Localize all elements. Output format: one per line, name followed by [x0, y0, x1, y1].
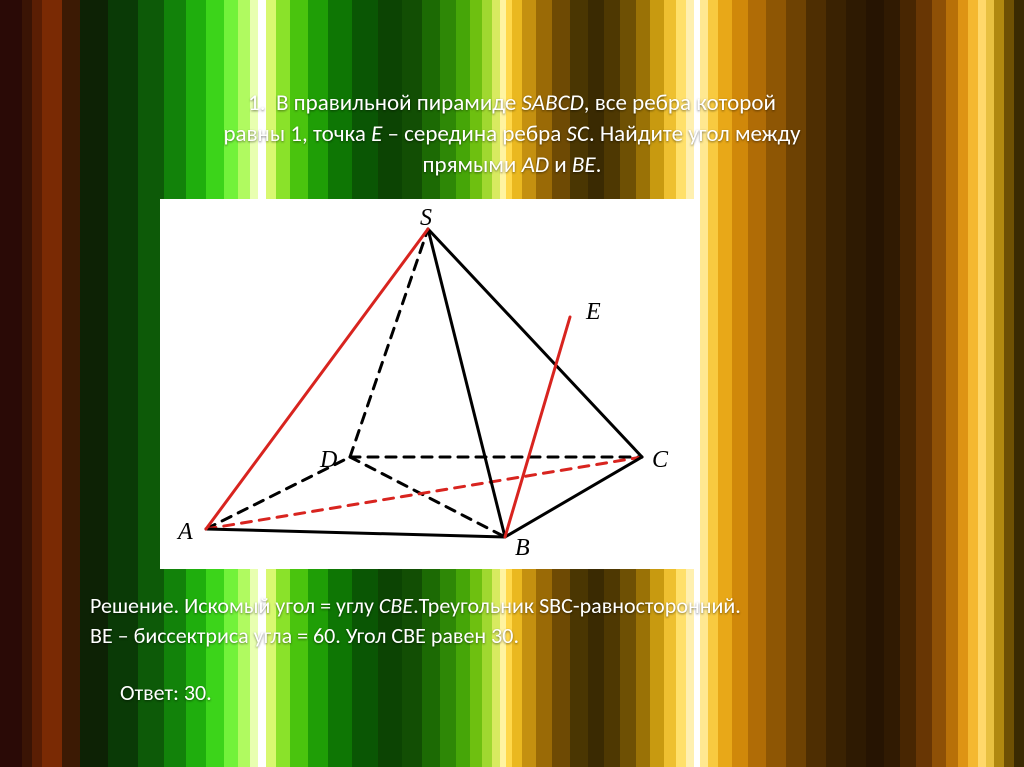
- problem-statement: 1. В правильной пирамиде SABCD, все ребр…: [0, 0, 1024, 181]
- solution-text: Решение. Искомый угол = углу CBE.Треугол…: [0, 569, 1024, 650]
- slide-content: 1. В правильной пирамиде SABCD, все ребр…: [0, 0, 1024, 767]
- diagram-container: A B D C S E: [0, 199, 1024, 569]
- problem-number: 1.: [248, 89, 265, 117]
- vertex-label-S: S: [420, 205, 432, 232]
- answer-text: Ответ: 30.: [0, 651, 1024, 706]
- vertex-label-A: A: [178, 519, 193, 546]
- pyramid-diagram: A B D C S E: [160, 199, 700, 569]
- vertex-label-B: B: [515, 535, 530, 562]
- vertex-label-C: C: [652, 447, 668, 474]
- vertex-label-E: E: [586, 299, 601, 326]
- vertex-label-D: D: [320, 447, 337, 474]
